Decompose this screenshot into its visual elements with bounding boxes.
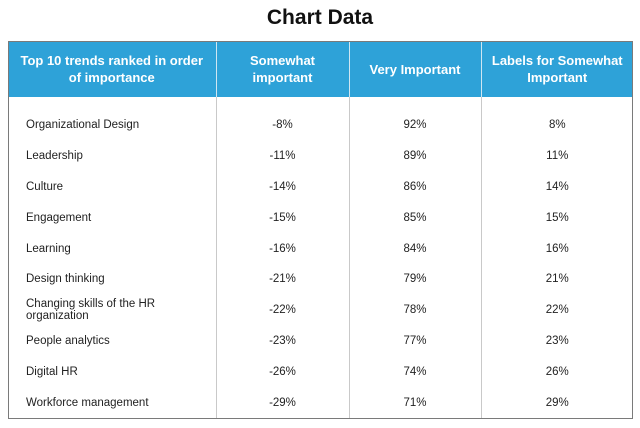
- row-label-somewhat: 16%: [545, 242, 569, 255]
- row-trend-name: Design thinking: [8, 264, 217, 295]
- row-very-important: 74%: [349, 356, 482, 388]
- row-very-important: 86%: [349, 171, 482, 203]
- column-header-very-important: Very Important: [349, 41, 482, 97]
- row-very-important: 85%: [349, 202, 482, 234]
- column-header-somewhat-important: Somewhat important: [216, 41, 350, 97]
- table-row: Leadership -11% 89% 11%: [8, 140, 633, 172]
- data-table: Top 10 trends ranked in order of importa…: [8, 41, 633, 419]
- row-label-somewhat: 23%: [545, 335, 569, 348]
- row-label-somewhat: 21%: [545, 273, 569, 286]
- row-somewhat-important: -23%: [216, 325, 350, 357]
- table-row: Changing skills of the HR organization -2…: [8, 294, 633, 326]
- table-row: Workforce management -29% 71% 29%: [8, 387, 633, 419]
- row-somewhat-important: -11%: [216, 140, 350, 172]
- row-label-somewhat: 22%: [545, 304, 569, 317]
- row-very-important: 92%: [349, 97, 482, 141]
- table-row: Culture -14% 86% 14%: [8, 171, 633, 203]
- row-trend-name: Digital HR: [8, 356, 217, 388]
- row-very-important: 71%: [349, 387, 482, 419]
- table-row: People analytics -23% 77% 23%: [8, 325, 633, 357]
- row-trend-name: Learning: [8, 233, 217, 264]
- row-trend-name: Leadership: [8, 140, 217, 172]
- column-header-trend: Top 10 trends ranked in order of importa…: [8, 41, 217, 97]
- row-very-important: 89%: [349, 140, 482, 172]
- row-label-somewhat: 11%: [546, 149, 569, 162]
- row-somewhat-important: -29%: [216, 387, 350, 419]
- row-trend-name: People analytics: [8, 325, 217, 357]
- row-somewhat-important: -8%: [216, 97, 350, 141]
- row-label-somewhat: 26%: [545, 366, 569, 379]
- row-very-important: 77%: [349, 325, 482, 357]
- row-very-important: 79%: [349, 264, 482, 295]
- row-somewhat-important: -14%: [216, 171, 350, 203]
- row-very-important: 84%: [349, 233, 482, 264]
- table-row: Digital HR -26% 74% 26%: [8, 356, 633, 388]
- row-trend-name: Engagement: [8, 202, 217, 234]
- row-somewhat-important: -16%: [216, 233, 350, 264]
- row-label-somewhat: 8%: [548, 118, 566, 131]
- row-trend-name: Workforce management: [8, 387, 217, 419]
- table-row: Design thinking -21% 79% 21%: [8, 264, 633, 295]
- table-row: Learning -16% 84% 16%: [8, 233, 633, 264]
- row-somewhat-important: -22%: [216, 294, 350, 326]
- row-trend-name: Organizational Design: [8, 97, 217, 141]
- chart-title: Chart Data: [266, 6, 374, 29]
- row-label-somewhat: 14%: [545, 180, 569, 193]
- row-trend-name: Changing skills of the HR organization: [8, 294, 217, 326]
- row-very-important: 78%: [349, 294, 482, 326]
- row-somewhat-important: -26%: [216, 356, 350, 388]
- row-trend-name: Culture: [8, 171, 217, 203]
- table-row: Organizational Design -8% 92% 8%: [8, 97, 633, 141]
- row-somewhat-important: -15%: [216, 202, 350, 234]
- table-row: Engagement -15% 85% 15%: [8, 202, 633, 234]
- row-somewhat-important: -21%: [216, 264, 350, 295]
- table-body: Organizational Design -8% 92% 8% Leadership -…: [8, 97, 633, 419]
- row-label-somewhat: 15%: [545, 211, 569, 224]
- column-header-labels: Labels for Somewhat Important: [481, 41, 633, 97]
- header-row: Top 10 trends ranked in order of importa…: [8, 41, 633, 97]
- row-label-somewhat: 29%: [545, 397, 569, 410]
